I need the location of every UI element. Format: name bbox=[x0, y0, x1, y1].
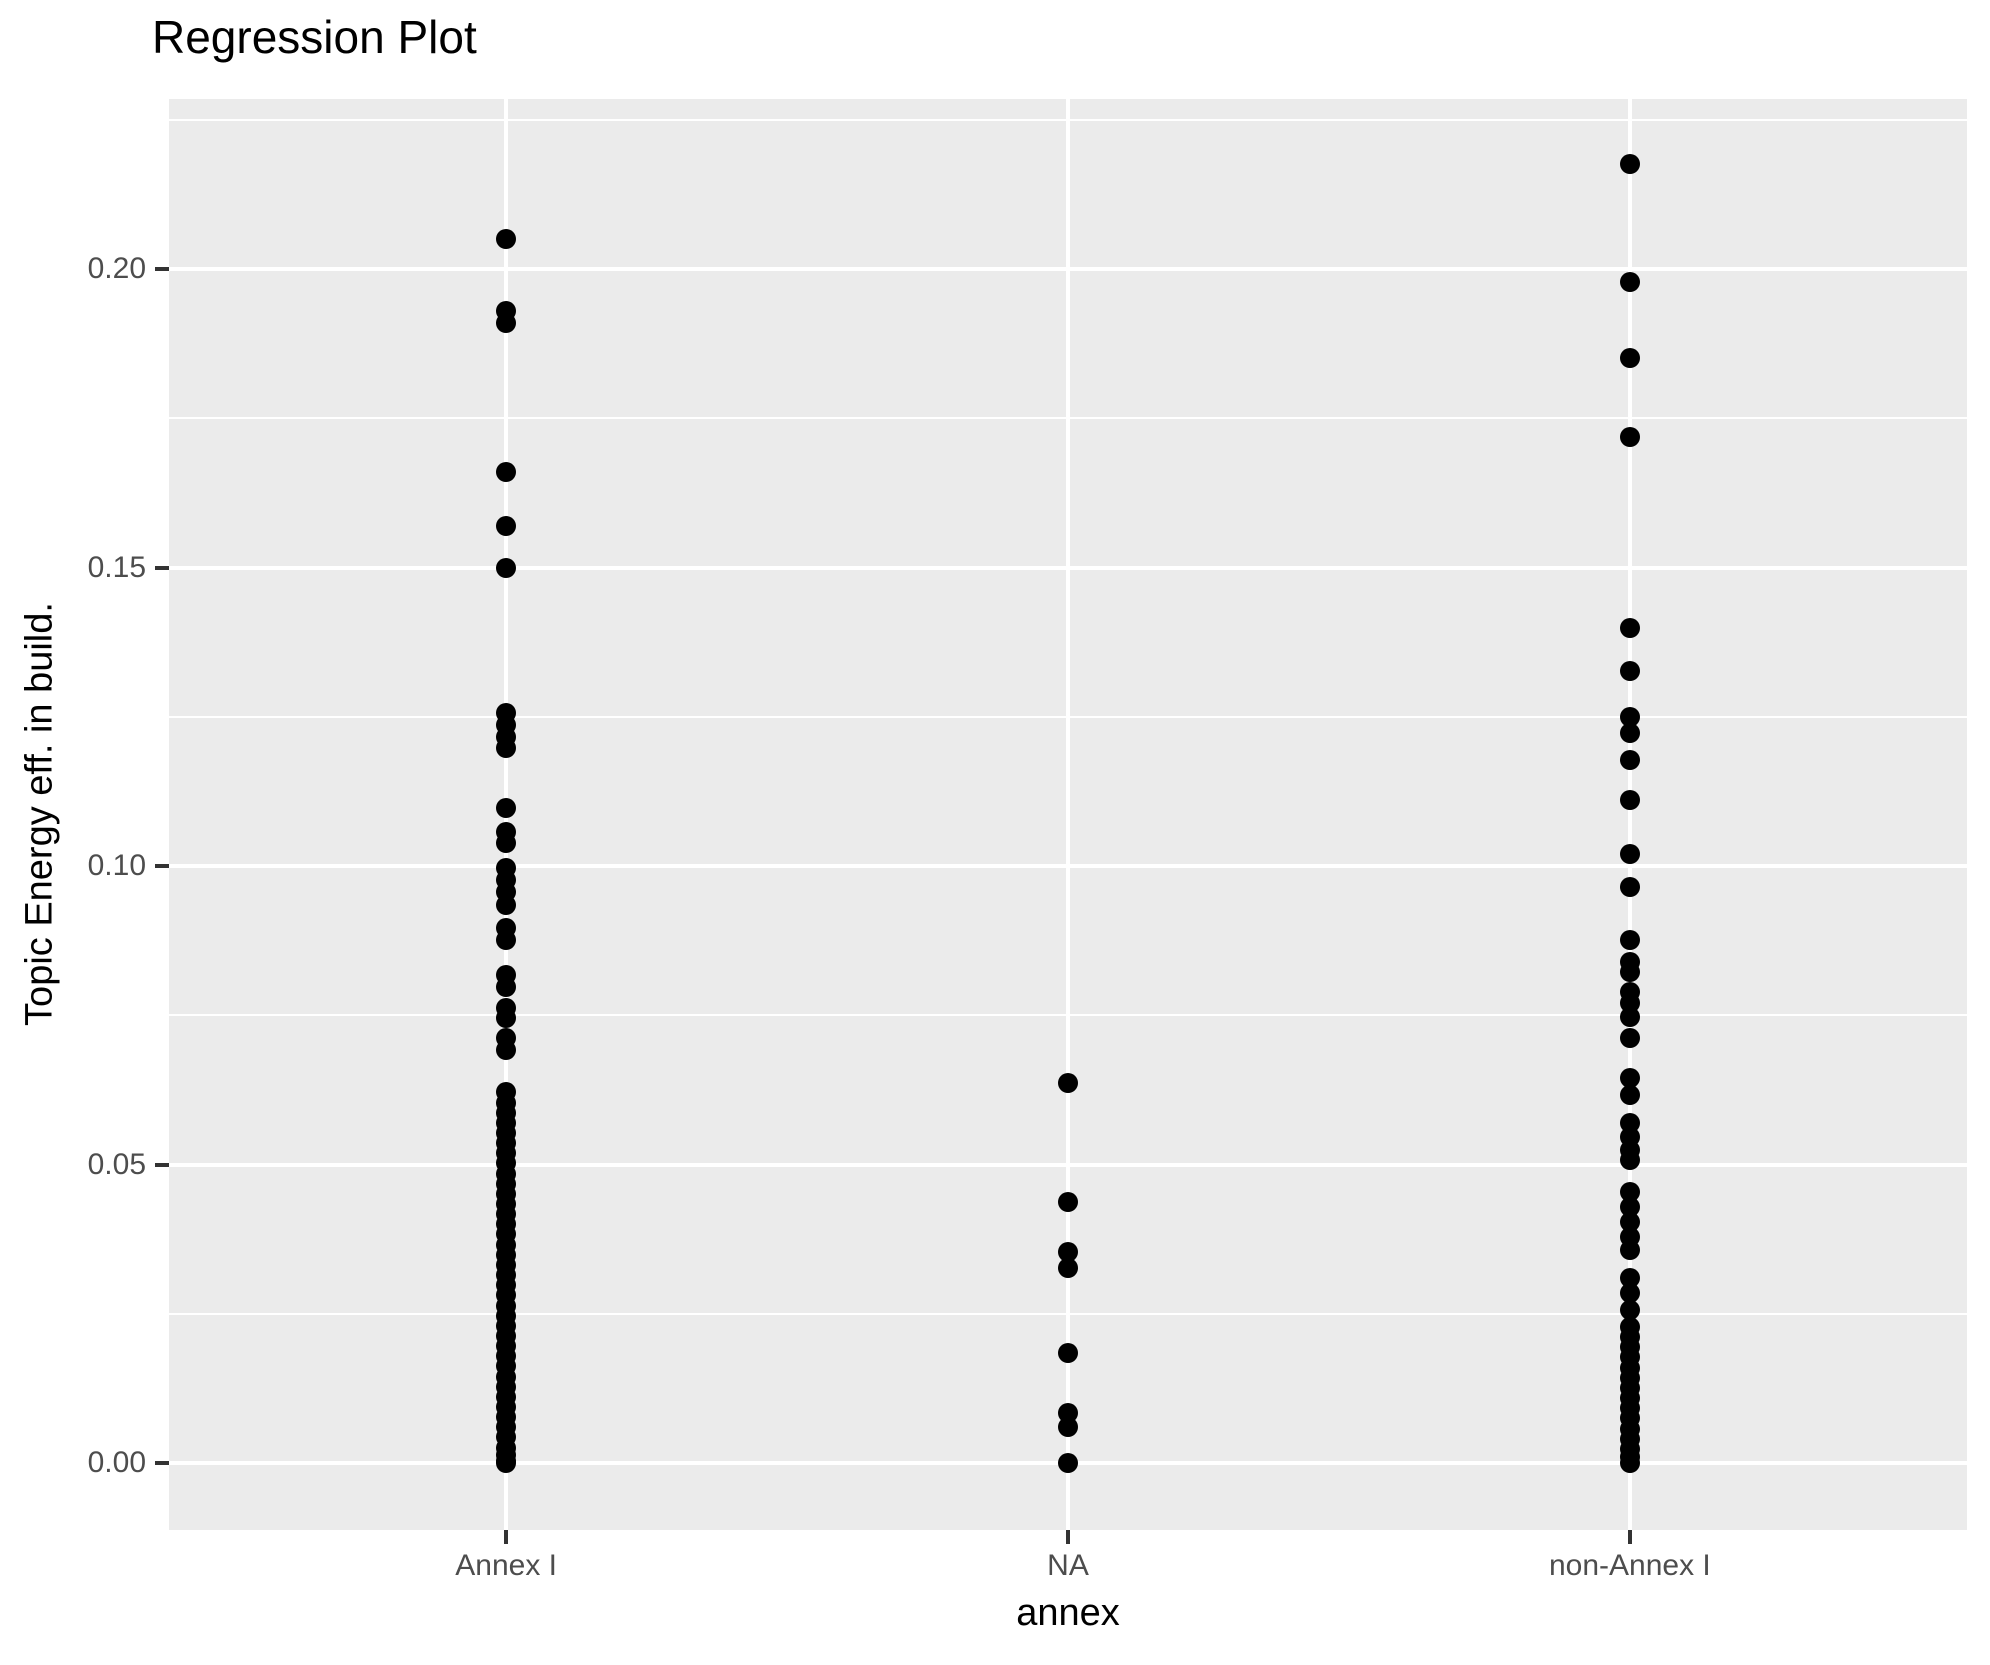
data-point bbox=[496, 1008, 517, 1029]
x-tick-mark bbox=[1066, 1530, 1070, 1544]
data-point bbox=[496, 557, 517, 578]
data-point bbox=[1619, 1240, 1640, 1260]
category-label: NA bbox=[1047, 1549, 1089, 1582]
major-gridline bbox=[1627, 99, 1632, 1530]
y-tick-mark bbox=[155, 1162, 169, 1167]
major-gridline bbox=[1066, 99, 1070, 1530]
data-point bbox=[1619, 154, 1640, 175]
data-point bbox=[1058, 1453, 1078, 1474]
y-tick-label: 0.10 bbox=[87, 849, 146, 883]
data-point bbox=[1619, 660, 1640, 681]
y-tick-mark bbox=[155, 864, 169, 869]
category-label: non-Annex I bbox=[1548, 1549, 1711, 1582]
data-point bbox=[1619, 1300, 1640, 1321]
data-point bbox=[496, 833, 517, 854]
data-point bbox=[1619, 272, 1640, 293]
data-point bbox=[1619, 617, 1640, 638]
data-point bbox=[1619, 1007, 1640, 1028]
data-point bbox=[496, 515, 517, 536]
data-point bbox=[496, 930, 517, 951]
data-point bbox=[496, 462, 517, 483]
data-point bbox=[496, 737, 517, 758]
data-point bbox=[1619, 750, 1640, 771]
x-axis-title: annex bbox=[1016, 1592, 1120, 1634]
data-point bbox=[1058, 1192, 1078, 1213]
y-tick-mark bbox=[155, 565, 169, 570]
data-point bbox=[1619, 962, 1640, 983]
data-point bbox=[1619, 877, 1640, 898]
data-point bbox=[1058, 1343, 1078, 1364]
y-axis-title: Topic Energy eff. in build. bbox=[18, 602, 61, 1026]
data-point bbox=[1058, 1242, 1078, 1263]
data-point bbox=[496, 1040, 517, 1060]
data-point bbox=[496, 798, 517, 819]
data-point bbox=[1619, 723, 1640, 743]
x-tick-mark bbox=[504, 1530, 509, 1544]
data-point bbox=[496, 1453, 517, 1474]
data-point bbox=[1619, 844, 1640, 865]
data-point bbox=[1619, 348, 1640, 369]
data-point bbox=[1619, 1028, 1640, 1049]
data-point bbox=[496, 312, 517, 333]
y-tick-mark bbox=[155, 267, 169, 272]
y-tick-mark bbox=[155, 1461, 169, 1466]
data-point bbox=[496, 977, 517, 998]
data-point bbox=[1619, 426, 1640, 447]
data-point bbox=[1058, 1257, 1078, 1278]
data-point bbox=[1619, 1453, 1640, 1474]
data-point bbox=[1058, 1072, 1078, 1093]
data-point bbox=[1619, 930, 1640, 951]
y-tick-label: 0.00 bbox=[87, 1446, 146, 1480]
data-point bbox=[1619, 706, 1640, 727]
data-point bbox=[496, 229, 517, 250]
data-point bbox=[1619, 1149, 1640, 1170]
x-tick-mark bbox=[1627, 1530, 1632, 1544]
category-label: Annex I bbox=[455, 1549, 557, 1582]
data-point bbox=[1619, 1085, 1640, 1106]
data-point bbox=[496, 894, 517, 915]
y-tick-label: 0.15 bbox=[87, 550, 146, 584]
data-point bbox=[1058, 1417, 1078, 1438]
plot-title: Regression Plot bbox=[152, 11, 477, 63]
plot-panel bbox=[169, 99, 1967, 1530]
data-point bbox=[1619, 1282, 1640, 1303]
y-tick-label: 0.20 bbox=[87, 252, 146, 286]
data-point bbox=[1619, 1068, 1640, 1089]
y-tick-label: 0.05 bbox=[87, 1147, 146, 1181]
data-point bbox=[1619, 789, 1640, 810]
